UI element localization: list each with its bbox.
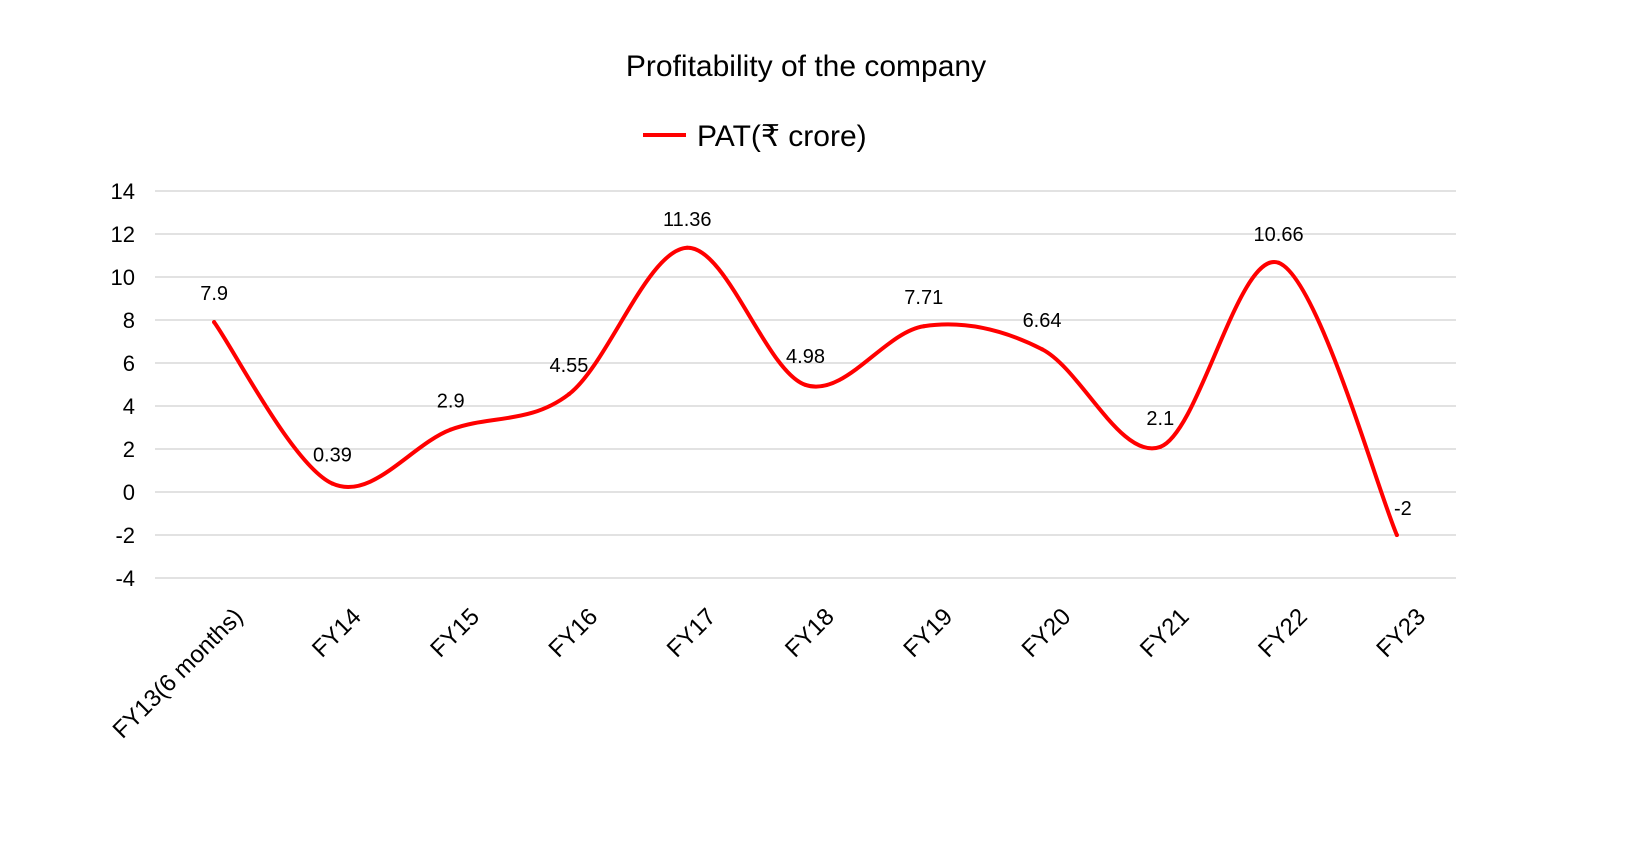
data-label: 10.66 bbox=[1254, 224, 1304, 246]
x-tick-label: FY23 bbox=[1371, 603, 1431, 663]
gridlines bbox=[155, 190, 1456, 579]
data-point bbox=[448, 427, 453, 432]
data-label: 2.1 bbox=[1146, 408, 1174, 430]
x-tick-label: FY13(6 months) bbox=[108, 603, 249, 744]
data-label: 7.9 bbox=[200, 283, 228, 305]
data-label: 4.55 bbox=[549, 355, 588, 377]
y-tick-label: -4 bbox=[115, 566, 135, 591]
data-labels: 7.9 0.39 2.9 4.55 11.36 4.98 7.71 6.64 2.1 10.66 -… bbox=[200, 209, 1412, 520]
data-point bbox=[1394, 533, 1399, 537]
data-point bbox=[685, 245, 690, 250]
legend-label: PAT(₹ crore) bbox=[697, 120, 867, 153]
data-point bbox=[921, 324, 926, 329]
y-tick-label: 0 bbox=[123, 480, 135, 505]
y-tick-label: 12 bbox=[111, 222, 135, 247]
x-tick-label: FY21 bbox=[1135, 603, 1195, 663]
series-line-pat bbox=[212, 245, 1399, 537]
x-tick-label: FY20 bbox=[1017, 603, 1077, 663]
legend: PAT(₹ crore) bbox=[643, 120, 867, 153]
data-label: -2 bbox=[1394, 498, 1412, 520]
data-label: 0.39 bbox=[313, 445, 352, 467]
data-point bbox=[1158, 444, 1163, 449]
chart-title: Profitability of the company bbox=[626, 50, 986, 83]
x-tick-label: FY14 bbox=[307, 603, 367, 663]
data-label: 4.98 bbox=[786, 346, 825, 368]
y-tick-label: 2 bbox=[123, 437, 135, 462]
data-label: 11.36 bbox=[663, 209, 712, 231]
series-lines bbox=[212, 245, 1399, 537]
data-point bbox=[212, 320, 217, 325]
data-point bbox=[1040, 347, 1045, 352]
y-tick-label: 6 bbox=[123, 351, 135, 376]
data-point bbox=[566, 392, 571, 397]
y-axis: 14 12 10 8 6 4 2 0 -2 -4 bbox=[111, 179, 135, 591]
data-point bbox=[330, 481, 335, 486]
y-tick-label: 8 bbox=[123, 308, 135, 333]
x-axis: FY13(6 months) FY14 FY15 FY16 FY17 FY18 FY19 FY… bbox=[108, 603, 1431, 744]
y-tick-label: -2 bbox=[115, 523, 135, 548]
y-tick-label: 14 bbox=[111, 179, 135, 204]
x-tick-label: FY22 bbox=[1253, 603, 1313, 663]
x-tick-label: FY15 bbox=[425, 603, 485, 663]
data-label: 7.71 bbox=[904, 287, 943, 309]
data-label: 6.64 bbox=[1023, 310, 1062, 332]
y-tick-label: 10 bbox=[111, 265, 135, 290]
x-tick-label: FY18 bbox=[780, 603, 840, 663]
x-tick-label: FY17 bbox=[662, 603, 722, 663]
x-tick-label: FY16 bbox=[544, 603, 604, 663]
y-tick-label: 4 bbox=[123, 394, 135, 419]
data-label: 2.9 bbox=[437, 391, 465, 413]
data-point bbox=[1276, 260, 1281, 265]
x-tick-label: FY19 bbox=[898, 603, 958, 663]
data-point bbox=[803, 382, 808, 387]
